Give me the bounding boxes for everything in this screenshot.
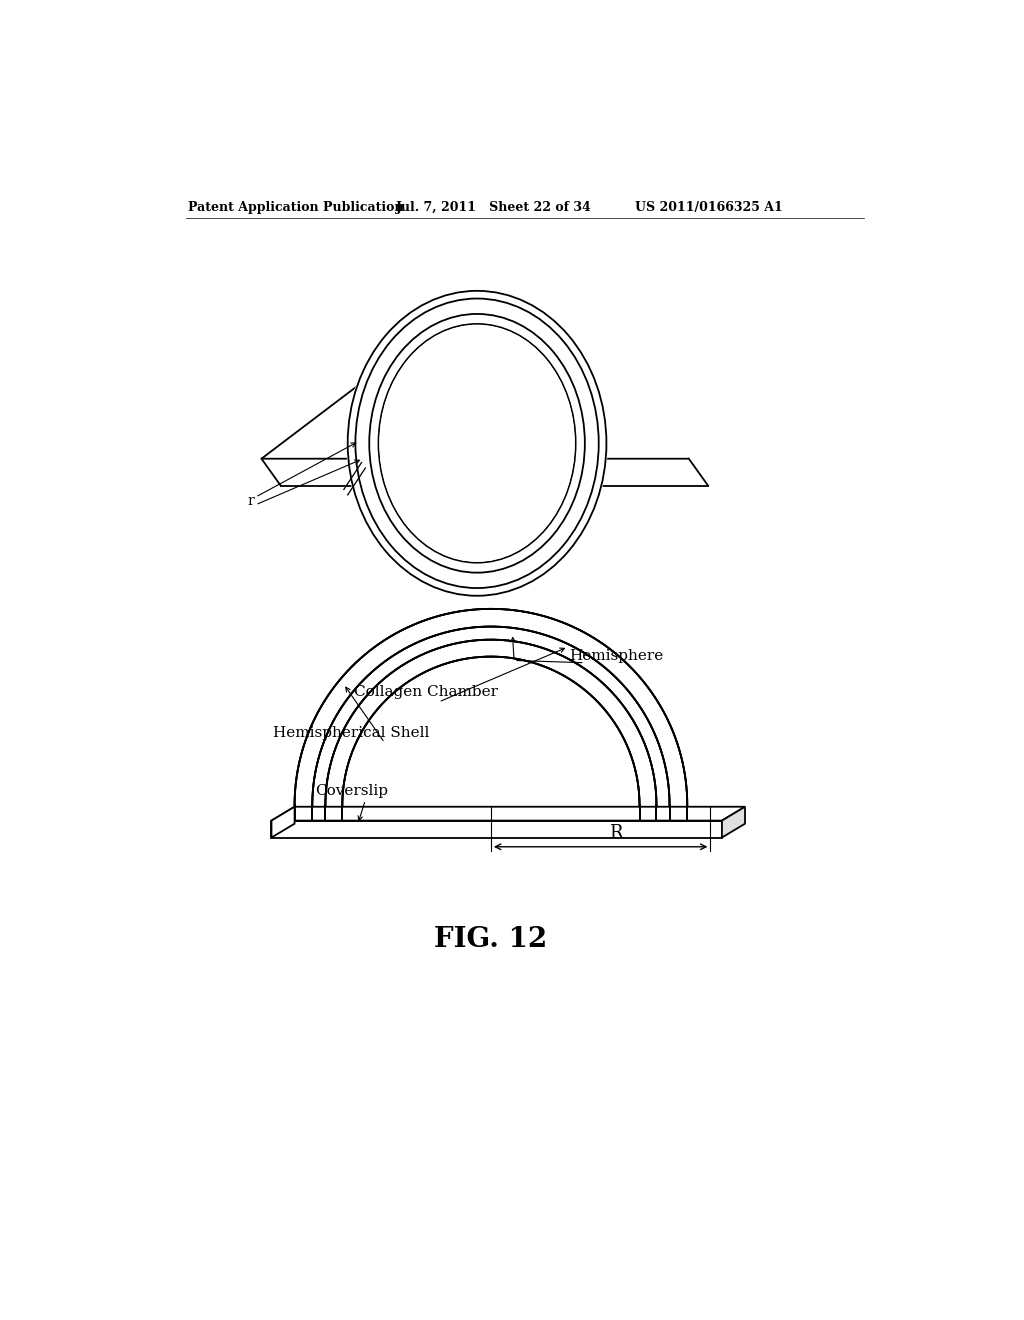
Text: US 2011/0166325 A1: US 2011/0166325 A1 [635, 201, 782, 214]
Polygon shape [271, 807, 295, 838]
Text: Jul. 7, 2011   Sheet 22 of 34: Jul. 7, 2011 Sheet 22 of 34 [396, 201, 592, 214]
Text: Hemispherical Shell: Hemispherical Shell [273, 726, 429, 739]
Text: Patent Application Publication: Patent Application Publication [188, 201, 403, 214]
Ellipse shape [380, 326, 574, 561]
Text: FIG. 12: FIG. 12 [433, 927, 547, 953]
Text: Collagen Chamber: Collagen Chamber [354, 685, 498, 700]
Ellipse shape [346, 289, 608, 598]
Text: R: R [609, 824, 623, 842]
Polygon shape [722, 807, 745, 838]
Text: Coverslip: Coverslip [315, 784, 388, 797]
Text: Hemisphere: Hemisphere [569, 648, 664, 663]
Bar [271, 821, 722, 838]
Polygon shape [342, 656, 640, 805]
Text: r: r [247, 494, 254, 508]
Ellipse shape [379, 325, 574, 562]
Polygon shape [271, 807, 745, 821]
